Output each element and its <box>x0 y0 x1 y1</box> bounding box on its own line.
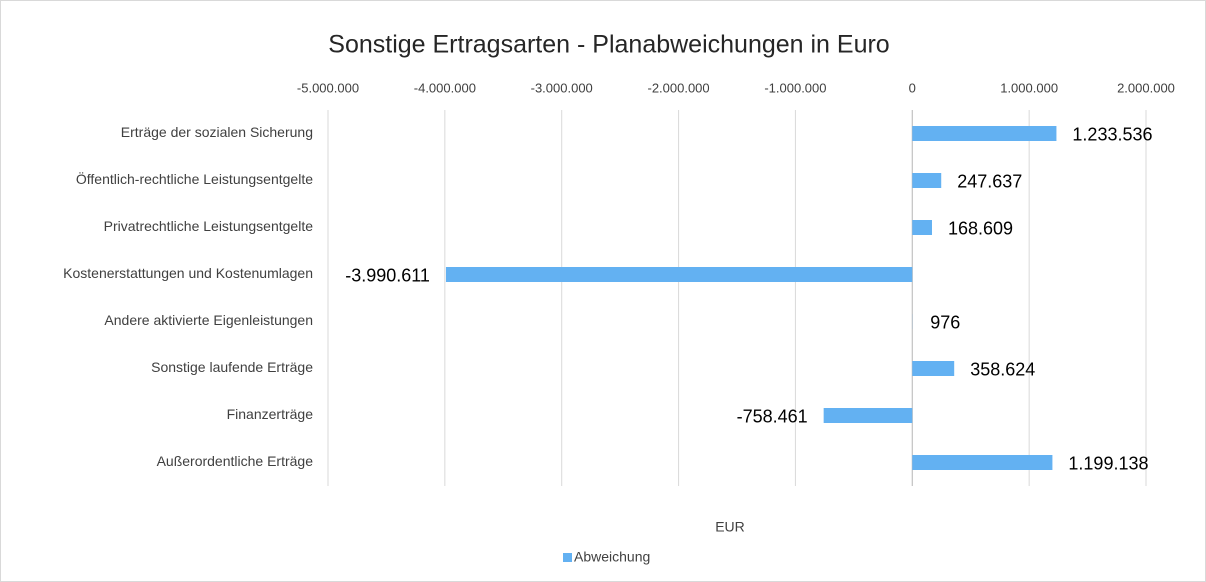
data-label: 168.609 <box>948 218 1013 238</box>
category-label: Erträge der sozialen Sicherung <box>121 124 313 140</box>
category-label: Sonstige laufende Erträge <box>151 359 313 375</box>
bar <box>445 267 913 282</box>
x-tick-label: -3.000.000 <box>531 80 593 95</box>
data-label: 1.199.138 <box>1068 453 1148 473</box>
data-label: 247.637 <box>957 171 1022 191</box>
category-label: Privatrechtliche Leistungsentgelte <box>104 218 314 234</box>
legend-swatch <box>563 553 572 562</box>
bar <box>912 173 942 188</box>
data-label: -758.461 <box>737 406 808 426</box>
data-label: 976 <box>930 312 960 332</box>
category-label: Kostenerstattungen und Kostenumlagen <box>63 265 313 281</box>
legend-label: Abweichung <box>574 549 650 565</box>
data-label: -3.990.611 <box>345 265 430 285</box>
bar <box>823 408 913 423</box>
bar <box>912 361 955 376</box>
x-tick-label: -5.000.000 <box>297 80 359 95</box>
category-label: Außerordentliche Erträge <box>157 453 314 469</box>
chart-title: Sonstige Ertragsarten - Planabweichungen… <box>328 31 889 59</box>
category-label: Finanzerträge <box>227 406 314 422</box>
x-axis-label: EUR <box>715 519 745 535</box>
bar <box>912 455 1053 470</box>
x-tick-label: -4.000.000 <box>414 80 476 95</box>
x-tick-label: 0 <box>909 80 916 95</box>
x-tick-label: 1.000.000 <box>1000 80 1058 95</box>
category-label: Andere aktivierte Eigenleistungen <box>104 312 313 328</box>
x-tick-label: -1.000.000 <box>764 80 826 95</box>
x-tick-label: 2.000.000 <box>1117 80 1175 95</box>
category-label: Öffentlich-rechtliche Leistungsentgelte <box>76 170 313 187</box>
bar <box>912 126 1057 141</box>
bar <box>912 220 932 235</box>
data-label: 1.233.536 <box>1072 124 1152 144</box>
x-tick-label: -2.000.000 <box>647 80 709 95</box>
data-label: 358.624 <box>970 359 1035 379</box>
